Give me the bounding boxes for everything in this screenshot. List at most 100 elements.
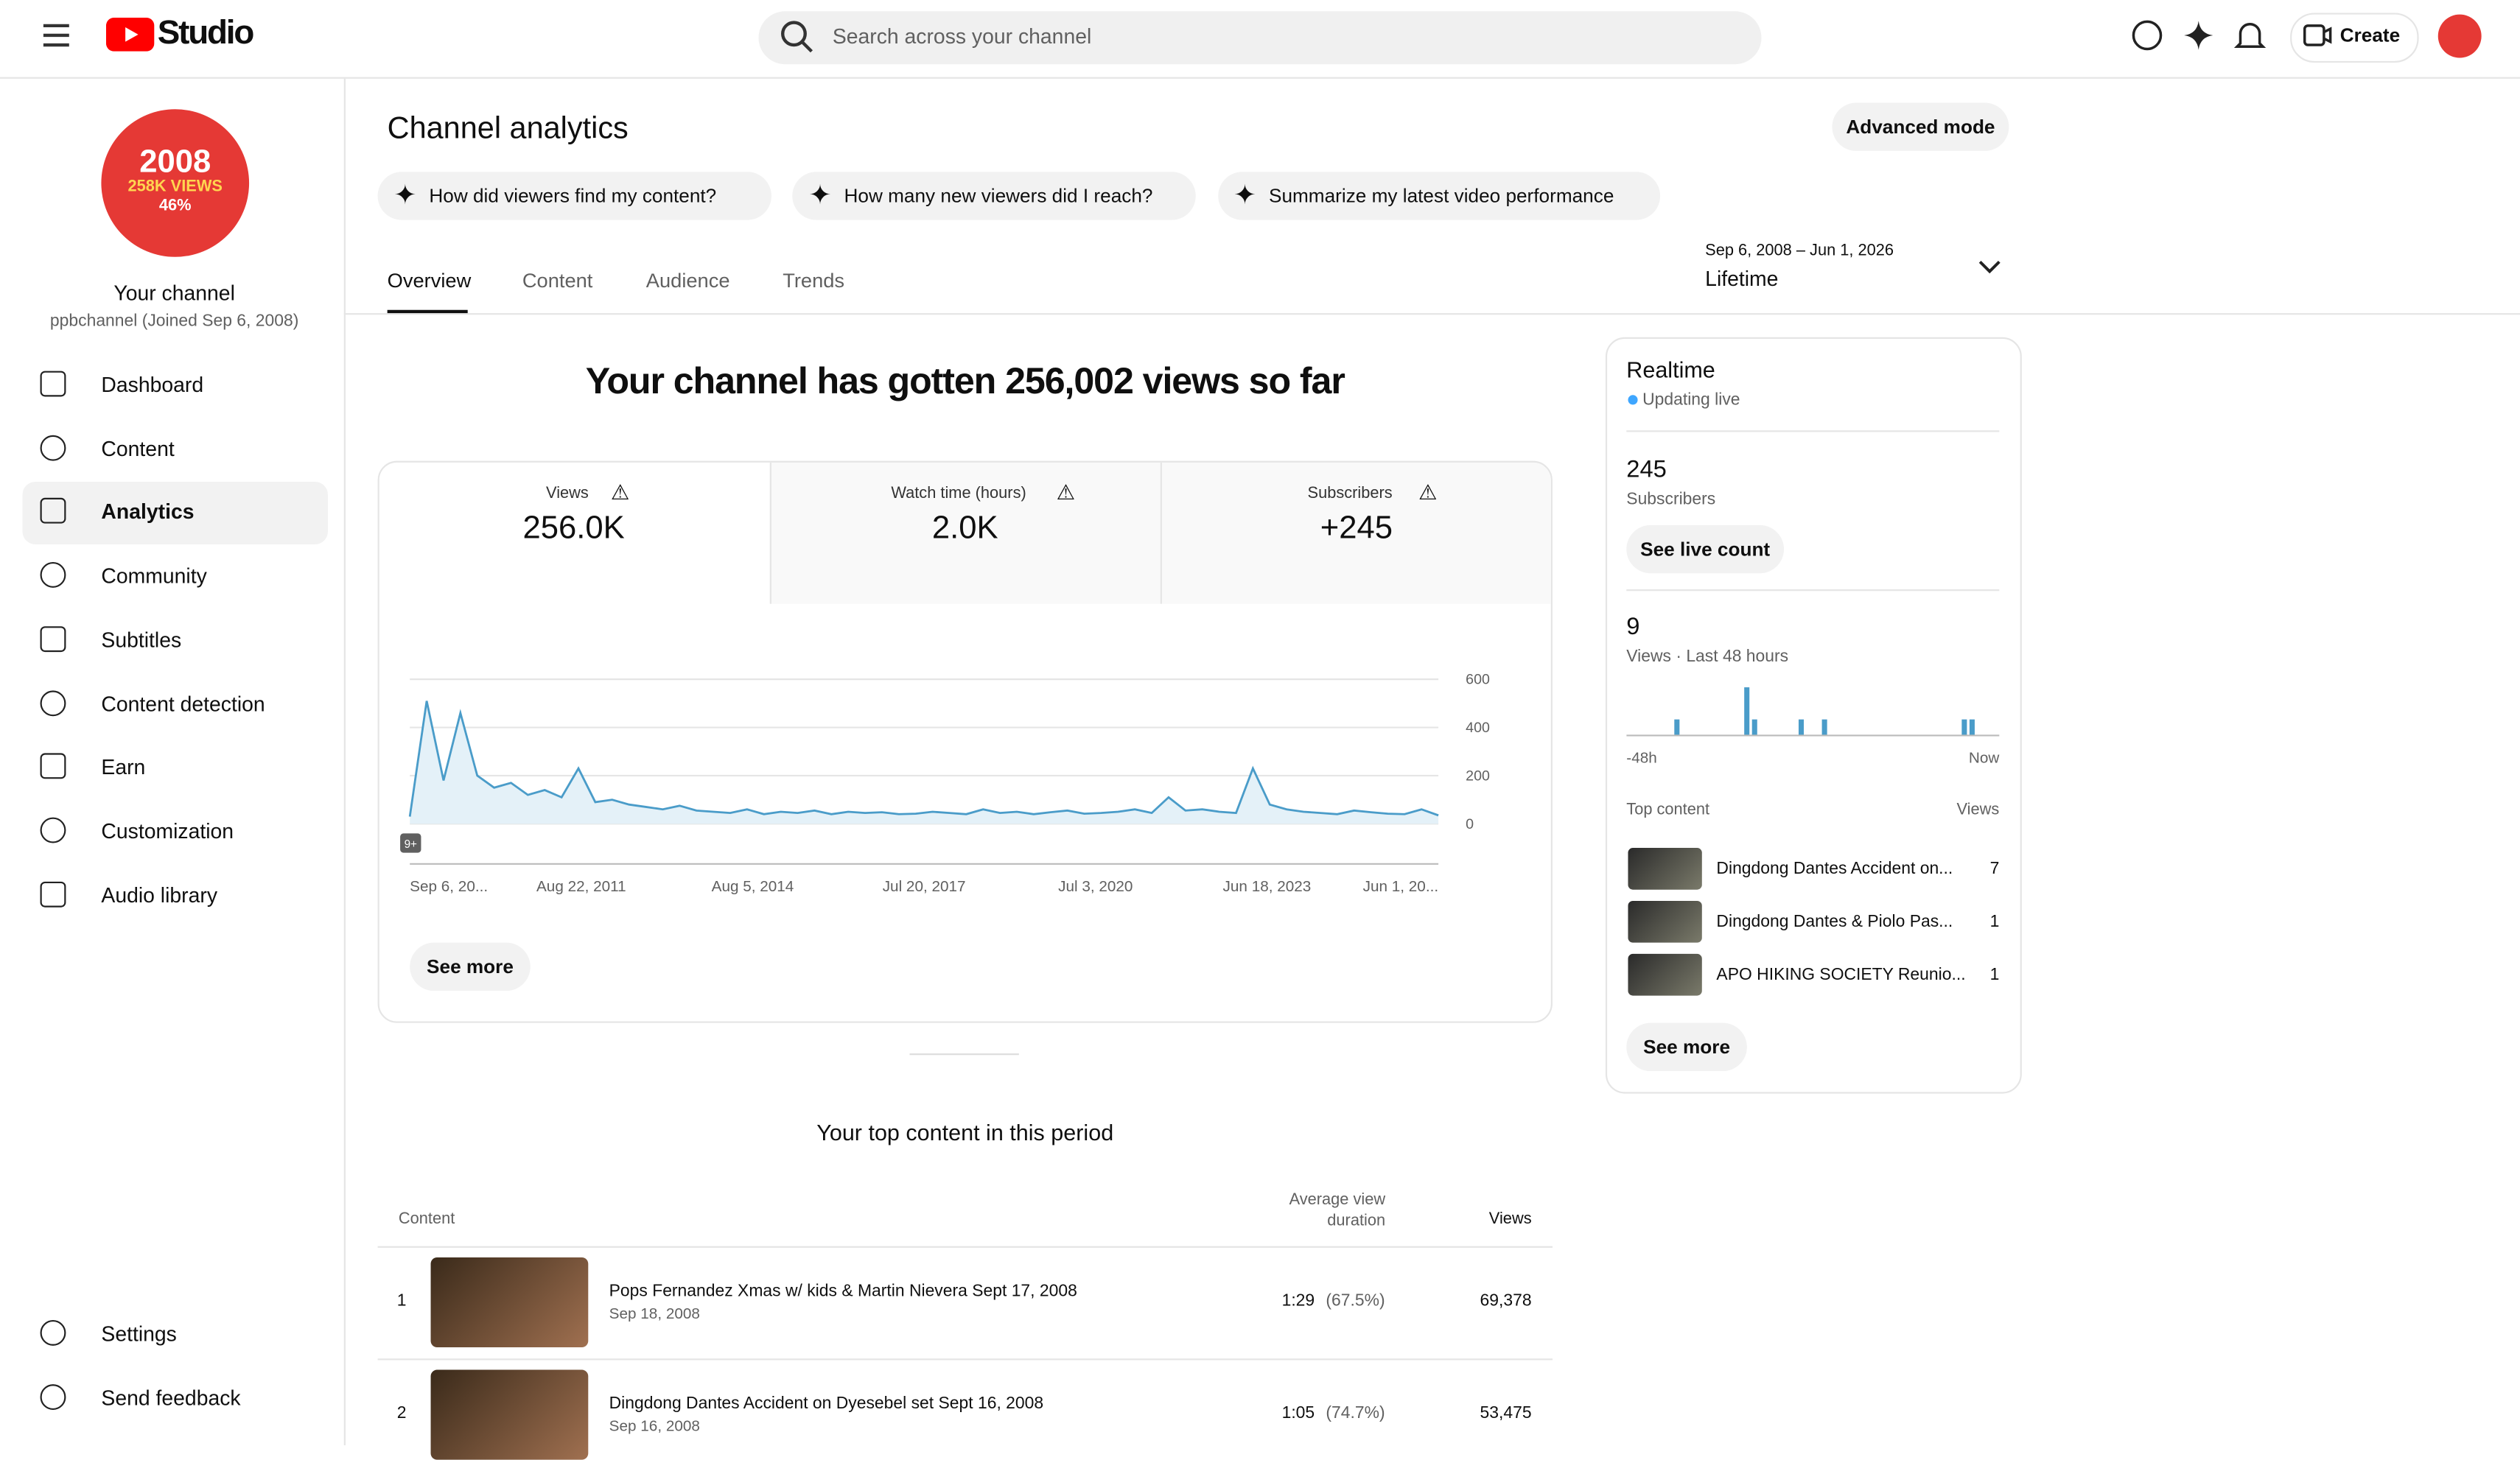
item-title[interactable]: APO HIKING SOCIETY Reunio... [1716, 965, 1966, 985]
tab[interactable]: Overview [387, 270, 472, 292]
metric-label[interactable]: Views [546, 485, 589, 503]
item-title[interactable]: Dingdong Dantes & Piolo Pas... [1716, 912, 1953, 932]
metric-label[interactable]: Watch time (hours) [891, 485, 1026, 503]
x-tick-label: Jun 1, 20... [1363, 878, 1438, 895]
warning-icon[interactable]: ⚠ [1056, 480, 1076, 505]
divider [1626, 430, 2000, 432]
date-range[interactable]: Sep 6, 2008 – Jun 1, 2026 [1705, 242, 1894, 261]
x-tick-label: Jul 20, 2017 [883, 878, 966, 895]
tab[interactable]: Audience [645, 270, 730, 292]
nav-item[interactable]: Earn [101, 755, 146, 779]
bar [1961, 719, 1967, 736]
nav-icon[interactable] [40, 817, 66, 843]
metric-label[interactable]: Subscribers [1307, 485, 1393, 503]
x-tick-label: Sep 6, 20... [410, 878, 488, 895]
thumbnail[interactable] [1628, 900, 1702, 943]
row-views: 53,475 [1480, 1403, 1532, 1423]
tab[interactable]: Content [522, 270, 593, 292]
prompt-text[interactable]: Summarize my latest video performance [1268, 184, 1614, 208]
x-tick-label: -48h [1626, 750, 1656, 767]
realtime-see-more[interactable]: See more [1626, 1022, 1747, 1072]
views-line [408, 701, 1439, 817]
period-caret[interactable] [1978, 259, 2001, 275]
item-title[interactable]: Dingdong Dantes Accident on... [1716, 859, 1953, 879]
search-box[interactable] [758, 11, 1762, 65]
metric-divider [769, 462, 771, 604]
menu-icon[interactable] [42, 23, 71, 49]
thumbnail[interactable] [1628, 953, 1702, 996]
prompt-chip[interactable] [377, 172, 772, 220]
metrics-card [377, 460, 1553, 1023]
row-date: Sep 16, 2008 [609, 1417, 700, 1436]
prompt-text[interactable]: How did viewers find my content? [429, 184, 717, 208]
advanced-mode[interactable]: Advanced mode [1832, 102, 2009, 151]
nav-item[interactable]: Content detection [101, 691, 265, 716]
prompt-chip[interactable] [1217, 172, 1661, 220]
period[interactable]: Lifetime [1705, 266, 1779, 291]
logo-text[interactable]: Studio [157, 14, 255, 52]
col-avd: Average view duration [1289, 1191, 1386, 1230]
row-title[interactable]: Dingdong Dantes Accident on Dyesebel set… [609, 1394, 1044, 1414]
page-title: Channel analytics [387, 112, 629, 147]
warning-icon[interactable]: ⚠ [610, 480, 630, 505]
tab[interactable]: Trends [783, 270, 845, 292]
spark-icon[interactable]: ✦ [1233, 180, 1257, 211]
spark-icon[interactable]: ✦ [393, 180, 417, 211]
thumbnail[interactable] [1628, 848, 1702, 890]
nav-item[interactable]: Customization [101, 818, 234, 843]
rank: 2 [396, 1403, 407, 1423]
nav-icon[interactable] [40, 625, 66, 652]
nav-item[interactable]: Community [101, 564, 207, 589]
x-tick-label: Jun 18, 2023 [1223, 878, 1312, 895]
warning-icon[interactable]: ⚠ [1418, 480, 1438, 505]
logo-icon[interactable] [105, 17, 155, 52]
nav-icon[interactable] [40, 753, 66, 779]
nav-icon[interactable] [40, 880, 66, 907]
table-divider [377, 1246, 1553, 1248]
nav-icon[interactable] [40, 498, 66, 524]
row-avd: 1:29 [1281, 1291, 1315, 1310]
thumbnail[interactable] [430, 1369, 589, 1460]
create-icon[interactable] [2303, 24, 2332, 47]
nav-icon[interactable] [40, 1383, 66, 1410]
create-label[interactable]: Create [2339, 24, 2401, 47]
live-count-button[interactable]: See live count [1626, 524, 1785, 574]
see-more[interactable]: See more [410, 942, 531, 992]
badge-views: 258K VIEWS [127, 178, 223, 196]
spark-icon[interactable]: ✦ [808, 180, 832, 211]
nav-item[interactable]: Dashboard [101, 372, 204, 397]
search-icon[interactable] [780, 19, 815, 55]
create-button[interactable] [2290, 13, 2419, 63]
nav-icon[interactable] [40, 1319, 66, 1346]
thumbnail[interactable] [430, 1257, 589, 1348]
y-tick-label: 600 [1466, 672, 1490, 688]
nav-icon[interactable] [40, 435, 66, 460]
nav-icon[interactable] [40, 371, 66, 397]
nav-item[interactable]: Settings [101, 1322, 177, 1346]
nav-active-bg [22, 482, 328, 545]
nav-icon[interactable] [40, 562, 66, 589]
nav-item[interactable]: Content [101, 436, 175, 460]
nav-item[interactable]: Analytics [101, 499, 195, 524]
metric-value[interactable]: +245 [1320, 510, 1393, 547]
nav-icon[interactable] [40, 689, 66, 716]
y-tick-label: 400 [1466, 720, 1490, 736]
header-icons[interactable] [2131, 19, 2272, 55]
prompt-text[interactable]: How many new viewers did I reach? [844, 184, 1153, 208]
search-placeholder[interactable]: Search across your channel [832, 24, 1092, 49]
row-title[interactable]: Pops Fernandez Xmas w/ kids & Martin Nie… [609, 1281, 1077, 1301]
metric-value[interactable]: 256.0K [522, 510, 625, 547]
prompt-chip[interactable] [792, 172, 1197, 220]
nav-item[interactable]: Send feedback [101, 1385, 241, 1410]
channel-avatar: 2008 258K VIEWS 46% [101, 109, 250, 257]
nav-item[interactable]: Audio library [101, 882, 218, 907]
nav-item[interactable]: Subtitles [101, 627, 182, 652]
avatar[interactable] [2437, 14, 2482, 58]
row-date: Sep 18, 2008 [609, 1305, 700, 1324]
col-views: Views [1488, 1210, 1532, 1229]
realtime-card [1605, 337, 2022, 1094]
x-tick-label: Now [1969, 750, 1999, 767]
bar [1751, 719, 1757, 736]
metric-value[interactable]: 2.0K [931, 510, 998, 547]
y-tick-label: 200 [1466, 768, 1490, 784]
